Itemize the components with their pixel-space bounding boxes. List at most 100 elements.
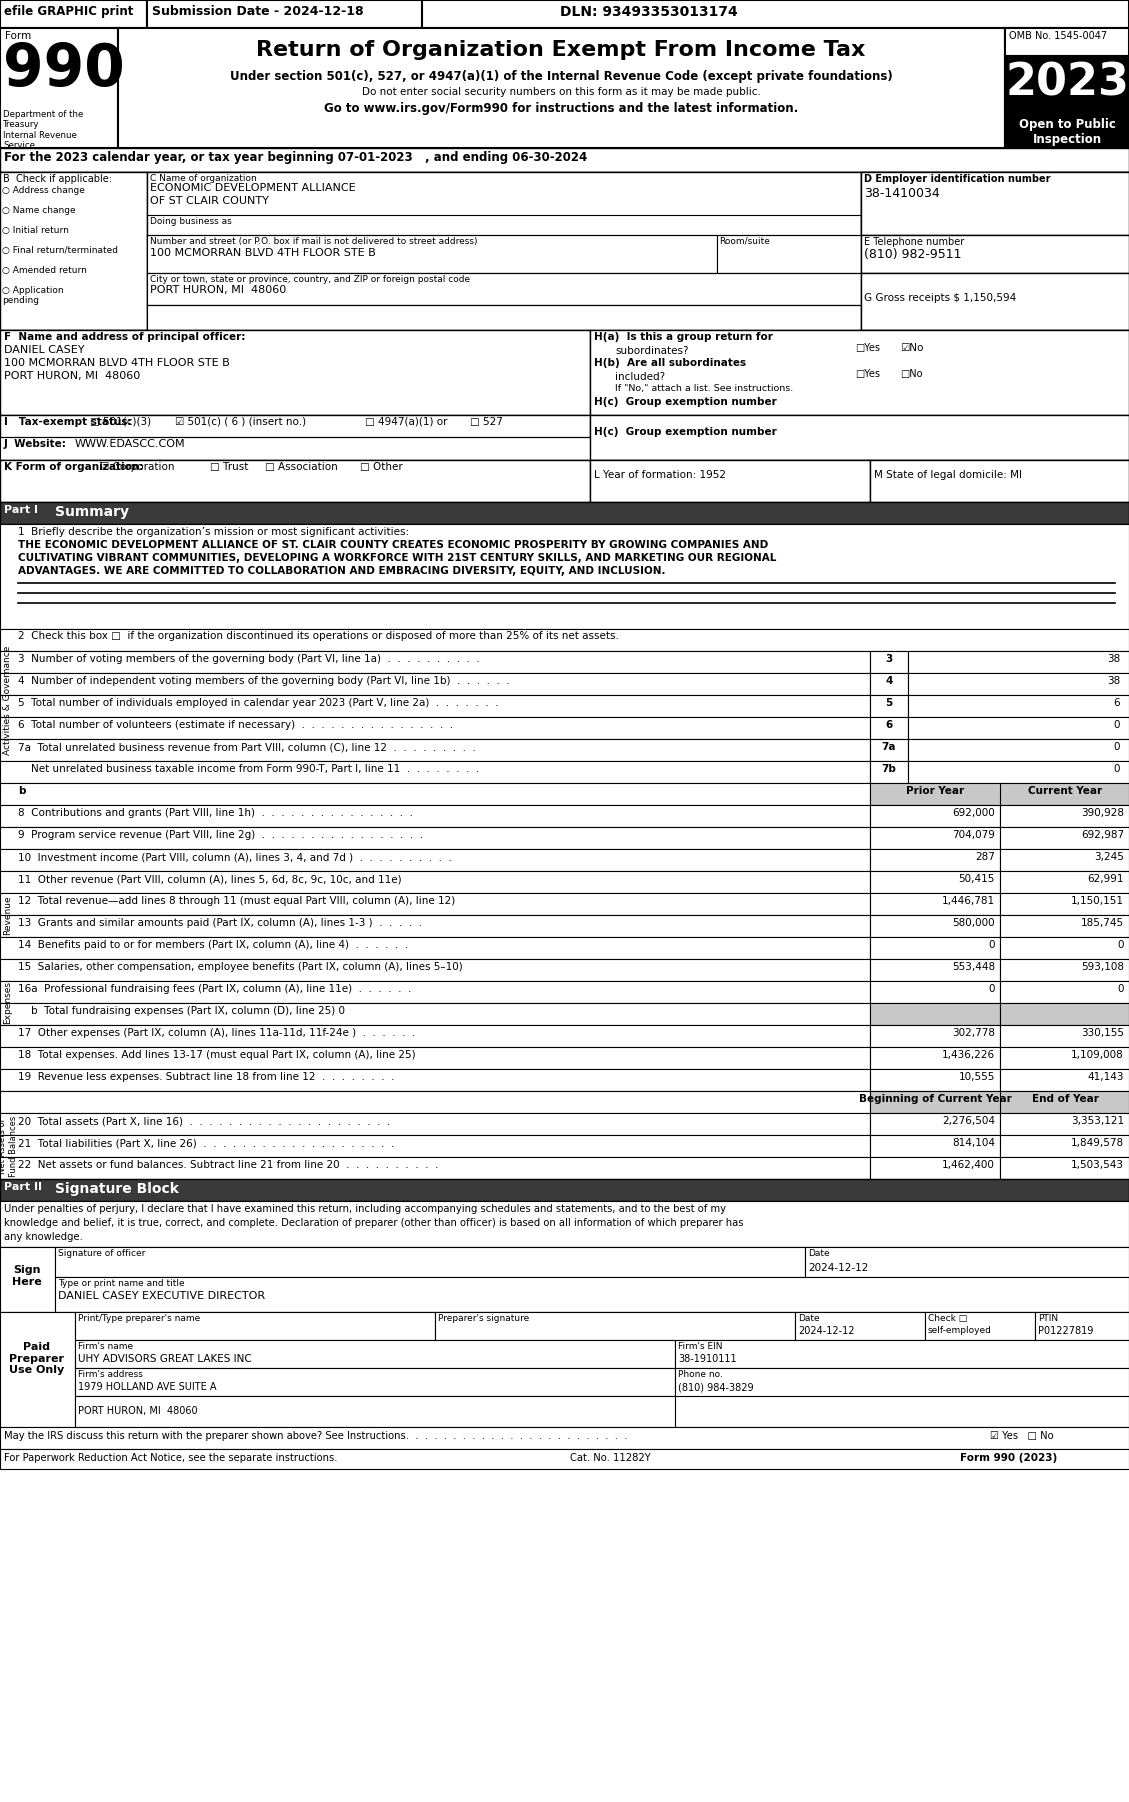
Text: 1,503,543: 1,503,543	[1071, 1160, 1124, 1169]
Bar	[870, 915, 1000, 937]
Text: 14  Benefits paid to or for members (Part IX, column (A), line 4)  .  .  .  .  .: 14 Benefits paid to or for members (Part…	[18, 941, 409, 950]
Text: Return of Organization Exempt From Income Tax: Return of Organization Exempt From Incom…	[256, 40, 866, 59]
Text: efile GRAPHIC print: efile GRAPHIC print	[5, 5, 133, 18]
Bar	[870, 651, 908, 672]
Text: Do not enter social security numbers on this form as it may be made public.: Do not enter social security numbers on …	[361, 86, 761, 97]
Bar	[0, 894, 870, 915]
Text: 10,555: 10,555	[959, 1072, 995, 1081]
Text: Type or print name and title: Type or print name and title	[58, 1279, 185, 1288]
Text: 692,987: 692,987	[1080, 831, 1124, 840]
Text: Part I: Part I	[5, 505, 38, 515]
Text: OMB No. 1545-0047: OMB No. 1545-0047	[1009, 31, 1108, 41]
Bar	[0, 524, 1129, 629]
Text: 100 MCMORRAN BLVD 4TH FLOOR STE B: 100 MCMORRAN BLVD 4TH FLOOR STE B	[150, 249, 376, 258]
Text: included?: included?	[615, 371, 665, 382]
Text: 302,778: 302,778	[952, 1027, 995, 1038]
Bar	[908, 672, 1129, 696]
Text: 22  Net assets or fund balances. Subtract line 21 from line 20  .  .  .  .  .  .: 22 Net assets or fund balances. Subtract…	[18, 1160, 438, 1169]
Text: H(a)  Is this a group return for: H(a) Is this a group return for	[594, 332, 773, 342]
Text: 814,104: 814,104	[952, 1139, 995, 1148]
Bar	[1000, 1047, 1129, 1069]
Bar	[870, 760, 908, 784]
Text: 704,079: 704,079	[952, 831, 995, 840]
Bar	[0, 1135, 870, 1157]
Text: b: b	[18, 786, 26, 796]
Bar	[0, 784, 870, 805]
Text: 3  Number of voting members of the governing body (Part VI, line 1a)  .  .  .  .: 3 Number of voting members of the govern…	[18, 654, 480, 663]
Bar	[0, 1179, 1129, 1200]
Text: Cat. No. 11282Y: Cat. No. 11282Y	[570, 1452, 650, 1463]
Text: WWW.EDASCC.COM: WWW.EDASCC.COM	[75, 440, 185, 449]
Text: Print/Type preparer's name: Print/Type preparer's name	[78, 1314, 200, 1323]
Bar	[870, 460, 1129, 503]
Text: PTIN: PTIN	[1038, 1314, 1058, 1323]
Bar	[870, 870, 1000, 894]
Text: 41,143: 41,143	[1087, 1072, 1124, 1081]
Bar	[0, 1312, 1129, 1427]
Text: I   Tax-exempt status:: I Tax-exempt status:	[5, 416, 132, 427]
Bar	[1000, 805, 1129, 827]
Text: □ 501(c)(3): □ 501(c)(3)	[90, 416, 151, 427]
Bar	[0, 1114, 870, 1135]
Bar	[0, 1047, 870, 1069]
Text: knowledge and belief, it is true, correct, and complete. Declaration of preparer: knowledge and belief, it is true, correc…	[5, 1218, 744, 1227]
Text: D Employer identification number: D Employer identification number	[864, 175, 1050, 184]
Text: 692,000: 692,000	[952, 807, 995, 818]
Text: 7a: 7a	[882, 742, 896, 751]
Bar	[0, 1157, 870, 1179]
Text: Paid
Preparer
Use Only: Paid Preparer Use Only	[9, 1342, 64, 1375]
Bar	[0, 1312, 75, 1427]
Bar	[590, 414, 1129, 460]
Bar	[0, 460, 1129, 503]
Bar	[717, 234, 861, 272]
Text: 38-1910111: 38-1910111	[679, 1353, 736, 1364]
Bar	[870, 937, 1000, 959]
Text: ○ Name change: ○ Name change	[2, 205, 76, 214]
Text: Open to Public
Inspection: Open to Public Inspection	[1018, 117, 1115, 146]
Bar	[0, 148, 1129, 171]
Text: 1  Briefly describe the organization’s mission or most significant activities:: 1 Briefly describe the organization’s mi…	[18, 526, 409, 537]
Text: 0: 0	[1113, 764, 1120, 775]
Text: M State of legal domicile: MI: M State of legal domicile: MI	[874, 470, 1022, 479]
Bar	[1000, 827, 1129, 849]
Bar	[1005, 56, 1129, 112]
Text: 553,448: 553,448	[952, 962, 995, 971]
Text: any knowledge.: any knowledge.	[5, 1233, 82, 1242]
Bar	[0, 1069, 870, 1090]
Bar	[1000, 1069, 1129, 1090]
Bar	[870, 784, 1129, 805]
Bar	[0, 915, 870, 937]
Bar	[1000, 894, 1129, 915]
Text: Beginning of Current Year: Beginning of Current Year	[859, 1094, 1012, 1105]
Text: 21  Total liabilities (Part X, line 26)  .  .  .  .  .  .  .  .  .  .  .  .  .  : 21 Total liabilities (Part X, line 26) .…	[18, 1139, 394, 1148]
Text: ☑ Corporation: ☑ Corporation	[100, 461, 175, 472]
Text: 185,745: 185,745	[1080, 917, 1124, 928]
Text: 62,991: 62,991	[1087, 874, 1124, 885]
Text: If "No," attach a list. See instructions.: If "No," attach a list. See instructions…	[615, 384, 794, 393]
Text: 0: 0	[1118, 984, 1124, 995]
Bar	[0, 629, 1129, 651]
Text: □ Association: □ Association	[265, 461, 338, 472]
Text: Activities & Governance: Activities & Governance	[3, 645, 12, 755]
Text: Summary: Summary	[55, 505, 129, 519]
Bar	[55, 1278, 1129, 1312]
Bar	[0, 330, 1129, 414]
Text: 5: 5	[885, 697, 893, 708]
Text: 5  Total number of individuals employed in calendar year 2023 (Part V, line 2a) : 5 Total number of individuals employed i…	[18, 697, 499, 708]
Text: OF ST CLAIR COUNTY: OF ST CLAIR COUNTY	[150, 196, 269, 205]
Text: 990: 990	[3, 41, 124, 97]
Text: 8  Contributions and grants (Part VIII, line 1h)  .  .  .  .  .  .  .  .  .  .  : 8 Contributions and grants (Part VIII, l…	[18, 807, 413, 818]
Bar	[0, 827, 870, 849]
Text: End of Year: End of Year	[1032, 1094, 1099, 1105]
Text: PORT HURON, MI  48060: PORT HURON, MI 48060	[150, 285, 287, 296]
Text: Submission Date - 2024-12-18: Submission Date - 2024-12-18	[152, 5, 364, 18]
Text: □Yes: □Yes	[855, 342, 879, 353]
Bar	[870, 672, 908, 696]
Bar	[1000, 1004, 1129, 1025]
Text: Firm's address: Firm's address	[78, 1370, 143, 1379]
Text: 0: 0	[1113, 721, 1120, 730]
Text: 6  Total number of volunteers (estimate if necessary)  .  .  .  .  .  .  .  .  .: 6 Total number of volunteers (estimate i…	[18, 721, 453, 730]
Bar	[75, 1341, 675, 1368]
Text: Part II: Part II	[5, 1182, 42, 1191]
Bar	[435, 1312, 795, 1341]
